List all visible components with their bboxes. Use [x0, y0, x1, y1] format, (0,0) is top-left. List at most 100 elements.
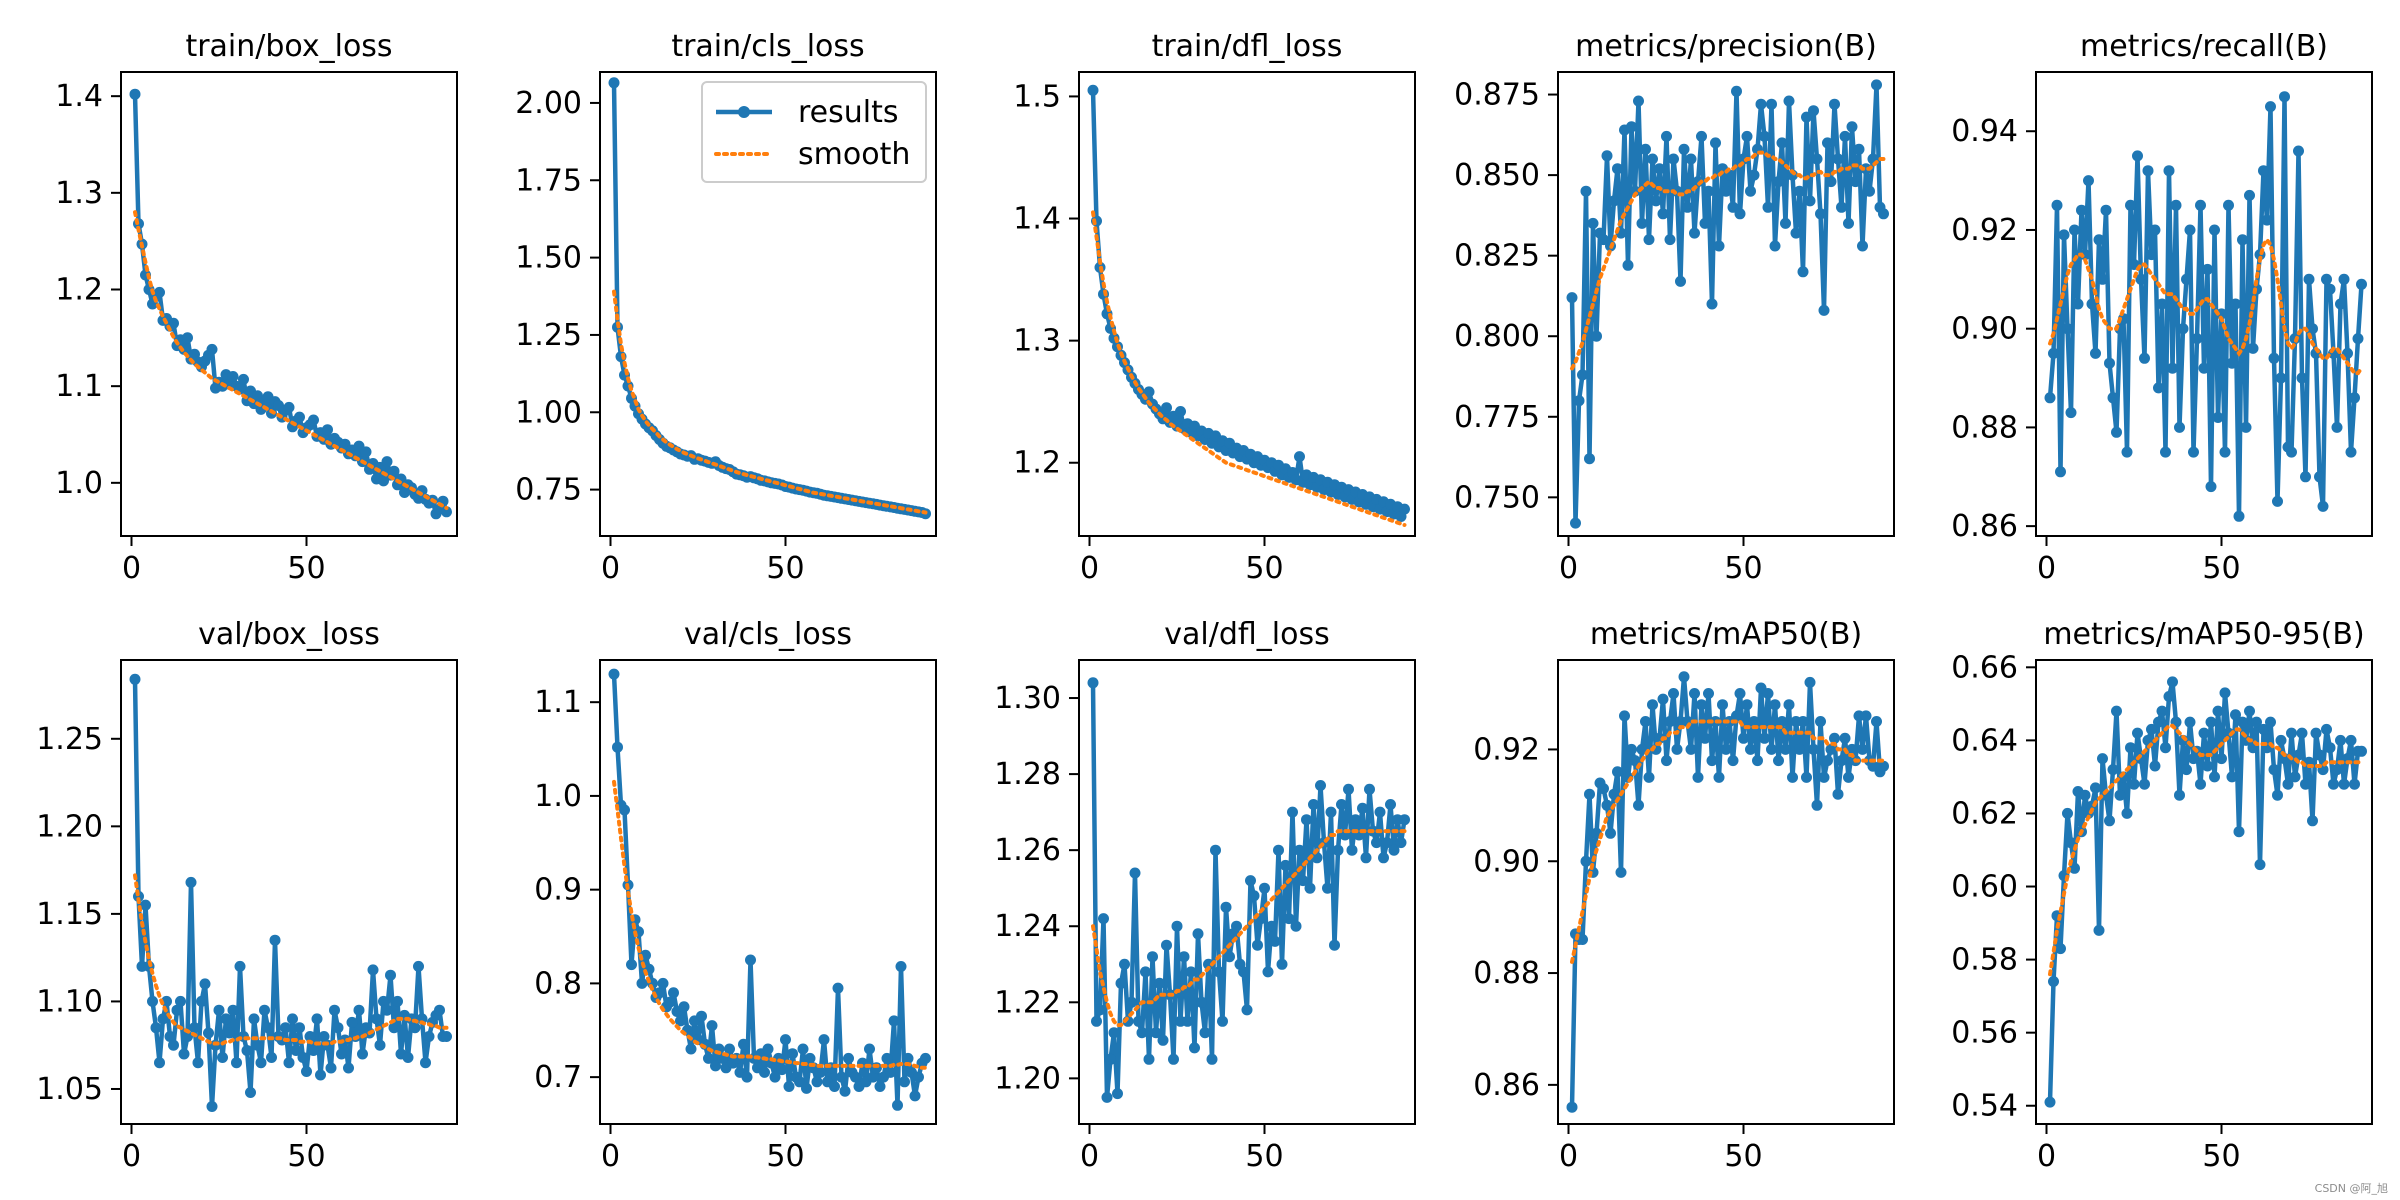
results-point [1301, 814, 1312, 826]
results-point [346, 1016, 358, 1028]
results-point [1878, 760, 1889, 772]
results-point [1780, 217, 1791, 229]
results-point [1598, 783, 1609, 795]
results-point [1619, 710, 1630, 722]
results-point [1598, 234, 1609, 246]
results-point [255, 1057, 267, 1069]
results-point [2300, 778, 2311, 790]
results-point [1860, 710, 1872, 722]
results-point [2226, 771, 2238, 783]
results-point [867, 1071, 879, 1083]
legend: results smooth [701, 81, 927, 183]
results-point [2090, 782, 2101, 794]
results-point [2167, 362, 2178, 374]
smooth-line [2048, 236, 2364, 376]
results-point [2335, 734, 2346, 746]
results-point [213, 1004, 225, 1016]
results-point [1094, 1004, 1106, 1016]
y-tick-label: 1.26 [994, 833, 1061, 868]
results-point [1381, 837, 1393, 849]
results-point [2149, 224, 2161, 236]
smooth-line [612, 289, 928, 515]
results-point [2114, 789, 2126, 801]
results-point [178, 1048, 190, 1060]
plot-area [608, 77, 931, 520]
results-point [325, 1062, 337, 1074]
results-point [1584, 788, 1595, 800]
results-point [1308, 799, 1319, 810]
results-point [1220, 901, 1232, 913]
results-point [1808, 743, 1819, 755]
results-point [1283, 913, 1295, 925]
x-tick-label: 50 [766, 1139, 804, 1174]
plot-area [1566, 79, 1889, 529]
results-point [2188, 446, 2199, 458]
y-tick-label: 1.25 [36, 722, 103, 757]
y-tick-label: 1.1 [534, 685, 582, 720]
results-point [657, 977, 669, 989]
results-point [1182, 1015, 1193, 1027]
results-point [1636, 743, 1648, 755]
results-point [1241, 1004, 1253, 1016]
results-point [199, 978, 211, 990]
results-point [1752, 755, 1763, 767]
plot-area [2044, 676, 2367, 1108]
subplot-title: metrics/mAP50(B) [1590, 617, 1862, 652]
results-point [1801, 111, 1812, 123]
results-point [1591, 330, 1602, 342]
results-point [762, 1043, 774, 1055]
results-point [252, 390, 263, 402]
results-point [2205, 481, 2217, 493]
results-point [1287, 806, 1298, 818]
results-point [259, 1004, 270, 1016]
subplot-title: val/dfl_loss [1164, 617, 1329, 652]
results-point [2289, 771, 2301, 783]
results-point [2111, 705, 2122, 717]
results-point [2286, 446, 2297, 458]
smooth-line [612, 779, 928, 1070]
results-point [608, 77, 620, 89]
results-point [2219, 446, 2231, 458]
y-tick-label: 0.58 [1951, 943, 2018, 978]
results-point [1343, 783, 1354, 795]
results-point [2254, 859, 2266, 871]
results-point [2146, 723, 2157, 735]
results-point [1643, 771, 1655, 783]
results-point [710, 1060, 721, 1072]
results-point [913, 1071, 924, 1083]
results-point [836, 1071, 847, 1083]
y-tick-label: 0.75 [515, 473, 582, 508]
y-tick-label: 1.50 [515, 241, 582, 276]
results-point [1713, 240, 1725, 252]
results-point [678, 1001, 690, 1013]
results-point [1857, 240, 1868, 252]
results-point [2314, 749, 2325, 761]
results-point [1091, 1015, 1102, 1027]
results-point [1112, 1088, 1123, 1100]
results-point [1573, 395, 1585, 407]
results-point [1839, 732, 1851, 744]
smooth-line [1570, 150, 1886, 371]
results-point [192, 1057, 204, 1069]
results-point [1315, 780, 1326, 791]
results-point [2258, 723, 2269, 735]
subplot-title: metrics/precision(B) [1575, 29, 1877, 64]
results-point [2230, 709, 2241, 721]
results-point [1245, 875, 1256, 887]
results-point [1157, 1034, 1169, 1046]
y-tick-label: 0.800 [1454, 319, 1540, 354]
results-point [1657, 693, 1669, 705]
y-tick-label: 1.0 [534, 779, 582, 814]
results-point [1580, 855, 1592, 867]
results-point [1762, 201, 1774, 213]
results-point [1661, 755, 1672, 767]
results-point [287, 1013, 298, 1025]
x-tick-label: 0 [2037, 551, 2056, 586]
results-point [441, 506, 452, 518]
results-point [1647, 699, 1658, 711]
results-point [1696, 699, 1707, 711]
x-tick-label: 50 [1245, 1139, 1283, 1174]
results-point [2345, 734, 2357, 746]
results-point [2097, 273, 2108, 285]
results-point [1734, 688, 1746, 699]
